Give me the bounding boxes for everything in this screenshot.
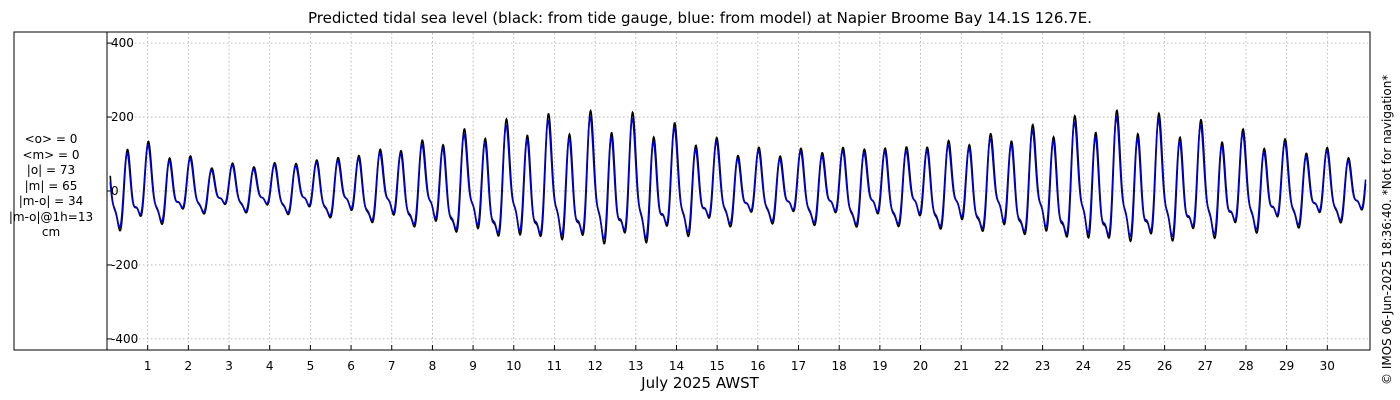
x-tick-label: 10 — [506, 359, 521, 373]
stats-panel: <o> = 0 <m> = 0 |o| = 73 |m| = 65 |m-o| … — [6, 132, 96, 241]
x-tick-label: 18 — [832, 359, 847, 373]
x-tick-label: 29 — [1279, 359, 1294, 373]
x-tick-label: 11 — [547, 359, 562, 373]
x-tick-label: 27 — [1198, 359, 1213, 373]
x-tick-label: 9 — [469, 359, 477, 373]
stat-unit: cm — [41, 225, 61, 239]
x-tick-label: 24 — [1076, 359, 1091, 373]
x-tick-label: 1 — [144, 359, 152, 373]
y-tick-label: 400 — [111, 36, 134, 50]
stat-abs-observed: |o| = 73 — [26, 163, 76, 177]
x-tick-label: 2 — [185, 359, 193, 373]
series-line-model — [109, 115, 1367, 240]
x-axis-label: July 2025 AWST — [641, 374, 759, 392]
x-tick-label: 21 — [954, 359, 969, 373]
chart-title: Predicted tidal sea level (black: from t… — [307, 9, 1092, 27]
x-tick-label: 5 — [307, 359, 315, 373]
copyright-note: © IMOS 06-Jun-2025 18:36:40. *Not for na… — [1380, 74, 1394, 385]
x-tick-label: 23 — [1035, 359, 1050, 373]
stat-mean-model: <m> = 0 — [22, 147, 80, 162]
x-tick-label: 15 — [710, 359, 725, 373]
x-tick-label: 25 — [1116, 359, 1131, 373]
y-tick-label: 0 — [111, 184, 119, 198]
grid — [107, 33, 1368, 349]
x-tick-label: 4 — [266, 359, 274, 373]
x-tick-label: 26 — [1157, 359, 1172, 373]
x-tick-label: 12 — [587, 359, 602, 373]
y-axis: -400 -200 0 200 400 — [106, 32, 138, 350]
x-tick-label: 8 — [429, 359, 437, 373]
x-tick-label: 28 — [1238, 359, 1253, 373]
x-tick-label: 20 — [913, 359, 928, 373]
x-tick-label: 13 — [628, 359, 643, 373]
x-tick-label: 14 — [669, 359, 684, 373]
stat-abs-diff: |m-o| = 34 — [18, 194, 84, 208]
x-tick-label: 19 — [872, 359, 887, 373]
x-tick-label: 7 — [388, 359, 396, 373]
x-tick-label: 22 — [994, 359, 1009, 373]
stat-mean-observed: <o> = 0 — [24, 132, 78, 146]
x-tick-label: 16 — [750, 359, 765, 373]
y-tick-label: -400 — [111, 332, 138, 346]
x-axis: 1 2 3 4 5 6 7 8 9 10 11 12 13 14 15 16 17 18 19 20 21 22 23 24 2… — [144, 345, 1335, 373]
stat-abs-model: |m| = 65 — [24, 178, 78, 193]
x-tick-label: 30 — [1320, 359, 1335, 373]
y-tick-label: -200 — [111, 258, 138, 272]
plot-frame — [13, 31, 1371, 351]
x-tick-label: 6 — [347, 359, 355, 373]
x-tick-label: 17 — [791, 359, 806, 373]
y-tick-label: 200 — [111, 110, 134, 124]
x-tick-label: 3 — [225, 359, 233, 373]
stat-abs-diff-1h: |m-o|@1h=13 — [8, 209, 94, 224]
